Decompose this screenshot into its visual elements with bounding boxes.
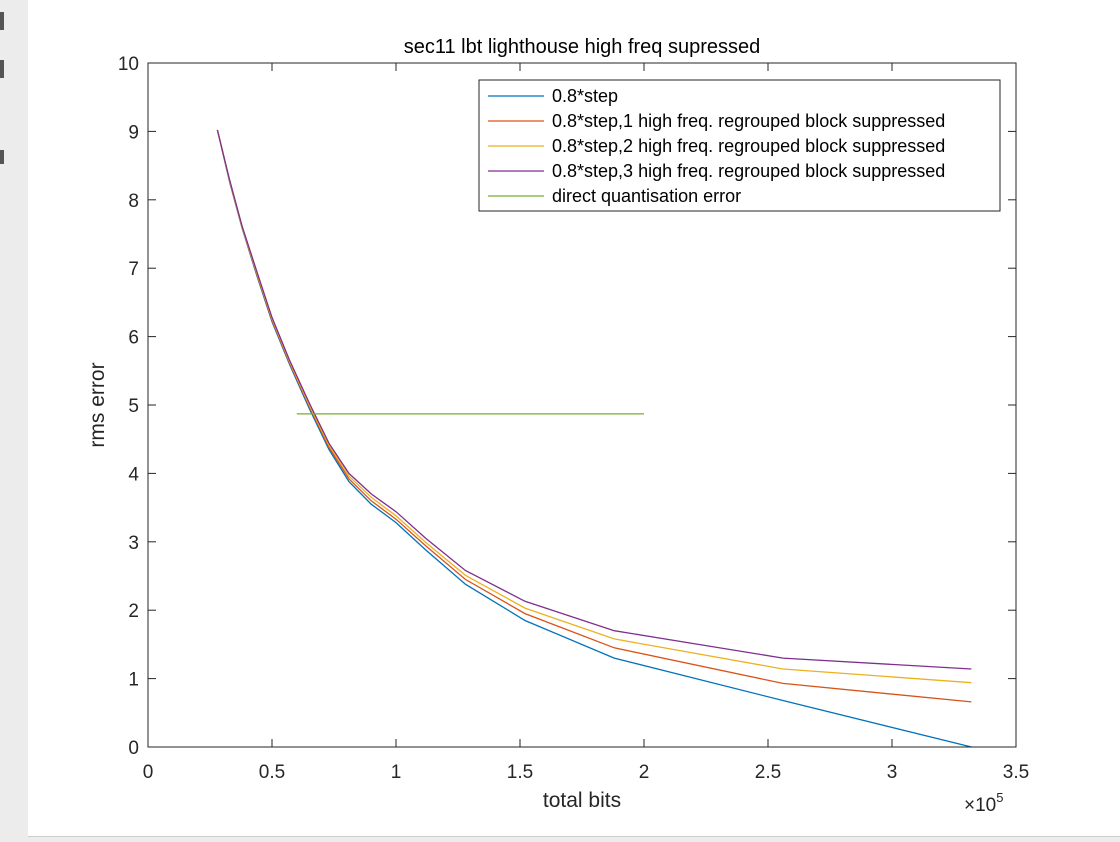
- legend-item-4[interactable]: 0.8*step,3 high freq. regrouped block su…: [488, 161, 945, 181]
- x-tick-label: 2: [639, 762, 650, 783]
- legend[interactable]: 0.8*step 0.8*step,1 high freq. regrouped …: [478, 79, 1001, 212]
- y-tick-label: 6: [128, 328, 139, 349]
- x-tick-label: 0: [143, 762, 154, 783]
- y-tick-label: 2: [128, 601, 139, 622]
- x-axis-multiplier: ×105: [964, 790, 1003, 816]
- y-tick-label: 8: [128, 191, 139, 212]
- x-tick-label: 0.5: [259, 762, 285, 783]
- legend-item-5[interactable]: direct quantisation error: [488, 186, 741, 206]
- legend-item-1[interactable]: 0.8*step: [488, 86, 618, 106]
- x-tick-label: 3.5: [1003, 762, 1029, 783]
- legend-label: 0.8*step: [552, 86, 618, 106]
- legend-label: direct quantisation error: [552, 186, 741, 206]
- x-tick-label: 3: [887, 762, 898, 783]
- y-tick-label: 10: [118, 54, 139, 75]
- y-tick-label: 1: [128, 670, 139, 691]
- y-axis-label: rms error: [86, 362, 109, 447]
- series-layer: [216, 129, 972, 748]
- y-tick-label: 9: [128, 122, 139, 143]
- legend-items: 0.8*step 0.8*step,1 high freq. regrouped …: [488, 86, 945, 206]
- window-edge-fragment: [0, 150, 4, 164]
- legend-label: 0.8*step,3 high freq. regrouped block su…: [552, 161, 945, 181]
- x-axis-label: total bits: [543, 789, 621, 812]
- x-tick-label: 2.5: [755, 762, 781, 783]
- chart-title: sec11 lbt lighthouse high freq supressed: [404, 36, 761, 58]
- y-tick-label: 5: [128, 396, 139, 417]
- y-tick-label: 3: [128, 533, 139, 554]
- legend-item-3[interactable]: 0.8*step,2 high freq. regrouped block su…: [488, 136, 945, 156]
- y-tick-label: 0: [128, 738, 139, 759]
- window-edge-fragment: [0, 60, 4, 78]
- legend-box: [478, 79, 1001, 212]
- x-tick-label: 1: [391, 762, 402, 783]
- series-line-4: [216, 129, 972, 670]
- y-tick-label: 4: [128, 464, 139, 485]
- tick-layer: 0 0.5 1 1.5 2 2.5 3 3.5 0 1 2 3 4 5 6 7 8 9 10: [118, 54, 1029, 783]
- x-tick-label: 1.5: [507, 762, 533, 783]
- legend-label: 0.8*step,2 high freq. regrouped block su…: [552, 136, 945, 156]
- y-tick-label: 7: [128, 259, 139, 280]
- legend-item-2[interactable]: 0.8*step,1 high freq. regrouped block su…: [488, 111, 945, 131]
- window-edge-fragment: [0, 12, 4, 30]
- legend-label: 0.8*step,1 high freq. regrouped block su…: [552, 111, 945, 131]
